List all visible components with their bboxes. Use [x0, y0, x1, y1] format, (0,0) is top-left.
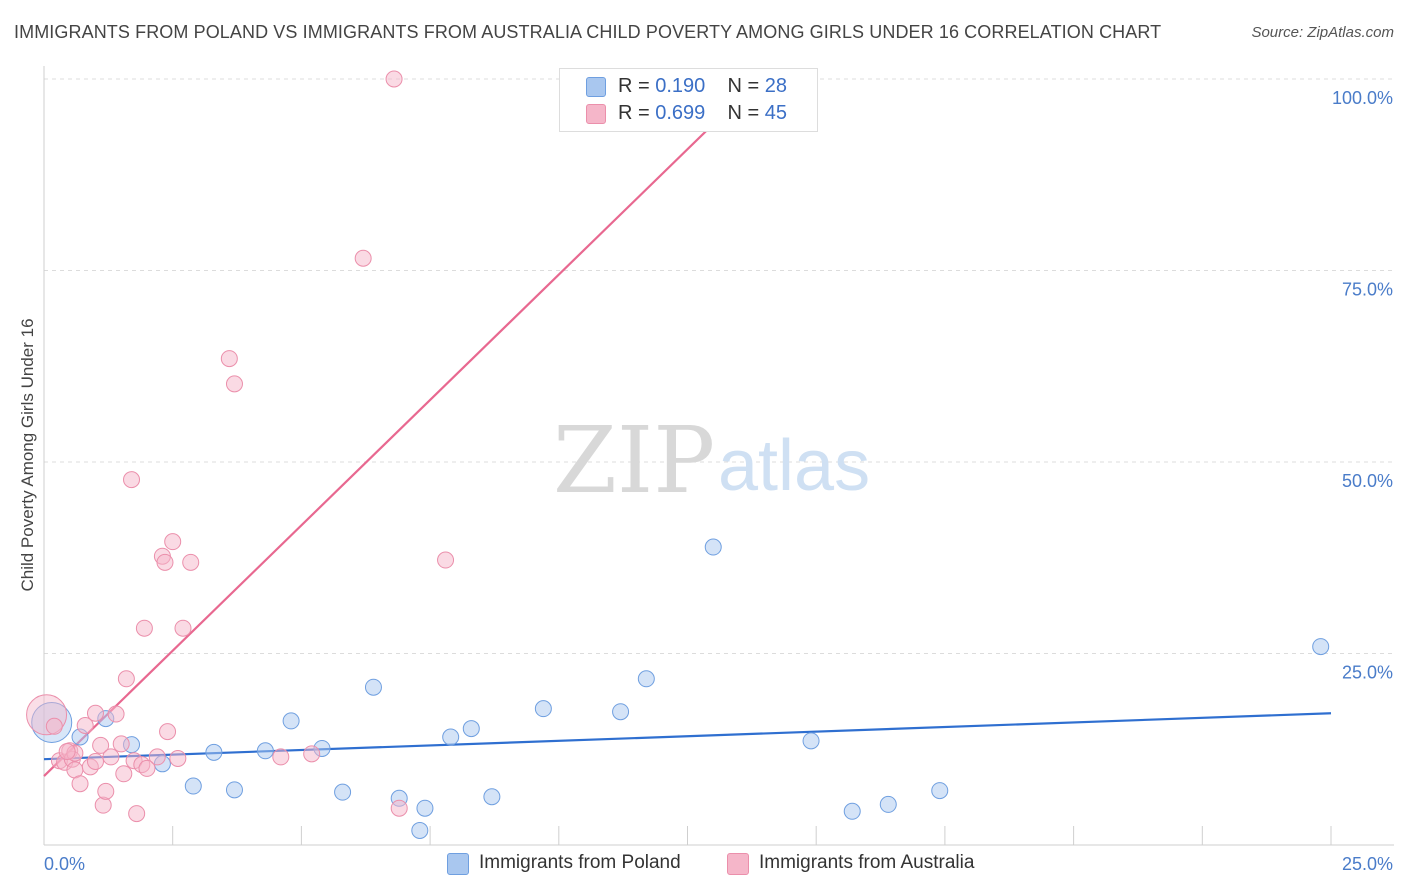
- australia-swatch: [586, 104, 606, 124]
- watermark-zip: ZIP: [553, 407, 715, 514]
- poland-point: [879, 795, 897, 813]
- australia-point: [94, 796, 112, 814]
- poland-point: [462, 720, 480, 738]
- australia-point: [303, 745, 321, 763]
- australia-point: [272, 748, 290, 766]
- r-label: R =: [618, 75, 650, 97]
- poland-point: [334, 783, 352, 801]
- poland-point: [931, 782, 949, 800]
- australia-point: [92, 736, 110, 754]
- poland-legend-label: Immigrants from Poland: [479, 852, 681, 873]
- poland-point: [704, 538, 722, 556]
- x-tick-label: 0.0%: [44, 854, 85, 874]
- australia-point: [385, 70, 403, 88]
- australia-point: [128, 805, 146, 823]
- watermark: ZIP atlas: [553, 407, 870, 514]
- australia-point: [156, 553, 174, 571]
- poland-point: [612, 703, 630, 721]
- poland-point: [802, 732, 820, 750]
- poland-trend-line: [43, 712, 1332, 761]
- poland-point: [205, 743, 223, 761]
- y-tick-label: 50.0%: [1342, 471, 1393, 491]
- poland-point: [416, 799, 434, 817]
- poland-point: [282, 712, 300, 730]
- poland-point: [483, 788, 501, 806]
- y-tick-label: 75.0%: [1342, 280, 1393, 300]
- australia-point: [159, 723, 177, 741]
- australia-point: [58, 743, 76, 761]
- n-label: N =: [727, 102, 760, 124]
- australia-point: [164, 533, 182, 551]
- tick-labels: 25.0% 50.0% 75.0% 100.0% 0.0% 25.0%: [44, 88, 1393, 874]
- source-label: Source: ZipAtlas.com: [1251, 24, 1394, 41]
- poland-swatch: [586, 77, 606, 97]
- poland-point: [364, 678, 382, 696]
- y-tick-label: 25.0%: [1342, 663, 1393, 683]
- poland-point: [534, 700, 552, 718]
- australia-point: [45, 717, 63, 735]
- australia-point: [97, 782, 115, 800]
- poland-point: [225, 781, 243, 799]
- australia-point: [354, 249, 372, 267]
- r-value: 0.699: [655, 102, 706, 124]
- australia-point: [169, 749, 187, 767]
- australia-point: [117, 670, 135, 688]
- australia-point: [86, 704, 104, 722]
- australia-point: [390, 799, 408, 817]
- australia-point: [102, 748, 120, 766]
- australia-point: [86, 753, 104, 771]
- n-value: 28: [764, 75, 788, 97]
- australia-point: [148, 748, 166, 766]
- australia-point: [76, 717, 94, 735]
- australia-point: [437, 551, 455, 569]
- n-value: 45: [764, 102, 788, 124]
- australia-legend-swatch: [727, 853, 749, 875]
- r-value: 0.190: [655, 75, 706, 97]
- australia-trend-line: [43, 78, 761, 777]
- australia-point: [123, 471, 141, 489]
- watermark-atlas: atlas: [718, 426, 870, 506]
- australia-point: [138, 759, 156, 777]
- poland-point: [411, 821, 429, 839]
- australia-point: [71, 775, 89, 793]
- australia-point: [225, 375, 243, 393]
- poland-point: [637, 670, 655, 688]
- australia-point: [112, 735, 130, 753]
- x-tick-label: 25.0%: [1342, 854, 1393, 874]
- axes: [43, 66, 1394, 846]
- r-label: R =: [618, 102, 650, 124]
- poland-point: [1312, 638, 1330, 656]
- n-label: N =: [727, 75, 760, 97]
- australia-point: [182, 553, 200, 571]
- poland-point: [256, 742, 274, 760]
- australia-point: [174, 619, 192, 637]
- australia-point: [220, 350, 238, 368]
- australia-point: [115, 765, 133, 783]
- australia-point: [107, 705, 125, 723]
- poland-point: [843, 802, 861, 820]
- australia-legend-label: Immigrants from Australia: [759, 852, 975, 873]
- poland-legend-swatch: [447, 853, 469, 875]
- stats-legend: R = 0.190 N = 28 R = 0.699 N = 45: [559, 68, 818, 132]
- australia-point: [135, 619, 153, 637]
- grid-lines: [44, 78, 1394, 654]
- poland-point: [184, 777, 202, 795]
- poland-point: [442, 728, 460, 746]
- data-points: [26, 70, 1330, 839]
- y-tick-label: 100.0%: [1332, 88, 1393, 108]
- chart-title: IMMIGRANTS FROM POLAND VS IMMIGRANTS FRO…: [14, 22, 1162, 42]
